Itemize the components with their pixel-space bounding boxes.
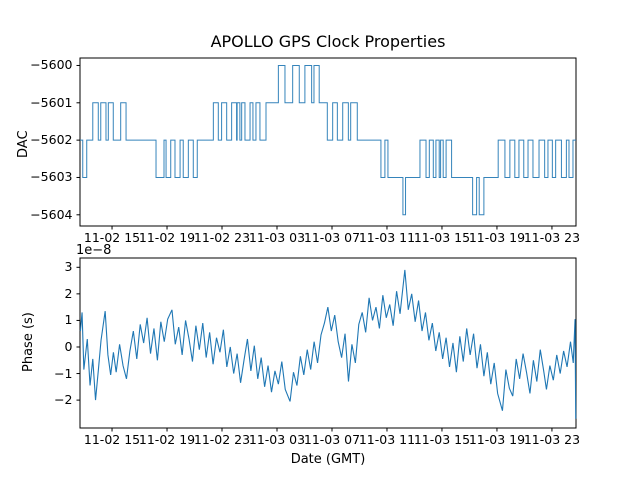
x-tick-label: 11-02 23 (193, 432, 251, 447)
y-tick-label: −5603 (30, 169, 73, 185)
x-tick-label: 11-03 11 (358, 230, 416, 245)
x-tick-label: 11-02 15 (83, 230, 141, 245)
y-tick-label: −1 (54, 365, 73, 381)
x-tick-label: 11-03 07 (303, 432, 361, 447)
x-tick-label: 11-03 19 (468, 432, 526, 447)
y-tick-label: −2 (54, 392, 73, 408)
x-tick-label: 11-03 07 (303, 230, 361, 245)
y-tick-label: 3 (64, 259, 73, 275)
x-tick-label: 11-03 19 (468, 230, 526, 245)
x-tick-label: 11-03 23 (523, 432, 581, 447)
figure-title: APOLLO GPS Clock Properties (210, 32, 446, 51)
bottom-axes (76, 257, 577, 432)
x-tick-label: 11-02 19 (138, 432, 196, 447)
y-tick-label: 1 (64, 312, 73, 328)
y-tick-label: −5602 (30, 132, 73, 148)
x-tick-label: 11-02 19 (138, 230, 196, 245)
x-tick-label: 11-03 11 (358, 432, 416, 447)
x-tick-label: 11-03 15 (413, 432, 471, 447)
axes-frame (79, 257, 577, 429)
x-tick-label: 11-02 15 (83, 432, 141, 447)
phase-line (79, 269, 577, 419)
axes-frame (79, 57, 577, 227)
x-tick-label: 11-02 23 (193, 230, 251, 245)
y-tick-label: −5604 (30, 206, 73, 222)
y-tick-label: 2 (64, 285, 73, 301)
y-tick-label: 0 (64, 338, 73, 354)
x-axis-label: Date (GMT) (290, 452, 366, 467)
top-axes (76, 57, 577, 230)
x-tick-label: 11-03 15 (413, 230, 471, 245)
y-tick-label: −5601 (30, 94, 73, 110)
x-tick-label: 11-03 03 (248, 230, 306, 245)
x-tick-label: 11-03 23 (523, 230, 581, 245)
y-axis-offset-text: 1e−8 (76, 243, 112, 258)
x-tick-label: 11-03 03 (248, 432, 306, 447)
dac-step-line (80, 64, 576, 216)
y-tick-label: −5600 (30, 57, 73, 73)
